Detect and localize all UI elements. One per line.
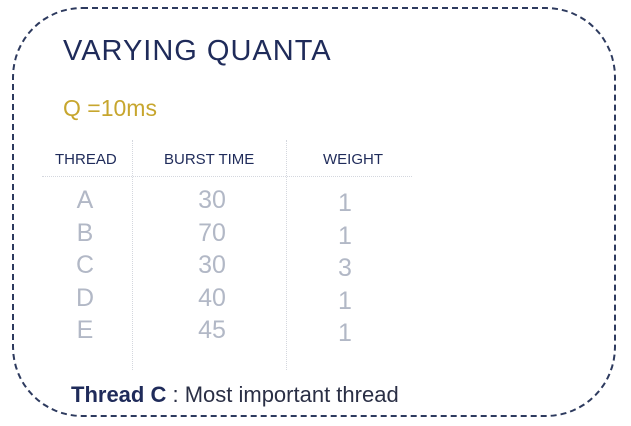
slide-frame [12, 7, 616, 417]
header-burst-time: BURST TIME [164, 151, 255, 168]
table-row: D 40 1 [0, 282, 631, 315]
thread-cell: E [76, 316, 94, 344]
thread-table: A 30 1 B 70 1 C 30 3 D 40 1 E 45 1 [0, 184, 631, 347]
thread-cell: D [75, 283, 95, 312]
footer-note: Thread C : Most important thread [71, 382, 399, 408]
table-row: B 70 1 [0, 217, 631, 250]
burst-time-cell: 70 [198, 218, 226, 247]
thread-cell: C [75, 251, 95, 279]
weight-cell: 1 [338, 221, 352, 250]
column-divider [286, 140, 287, 370]
weight-cell: 1 [338, 319, 352, 347]
quantum-label: Q =10ms [63, 95, 157, 121]
footer-thread-label: Thread C [71, 382, 167, 407]
header-weight: WEIGHT [323, 151, 383, 168]
slide-title: VARYING QUANTA [63, 35, 332, 67]
table-row: A 30 1 [0, 184, 631, 217]
burst-time-cell: 30 [198, 251, 226, 279]
table-row: C 30 3 [0, 249, 631, 282]
weight-cell: 1 [338, 286, 352, 315]
weight-cell: 3 [338, 254, 352, 282]
burst-time-cell: 30 [198, 186, 226, 214]
weight-cell: 1 [338, 189, 352, 217]
column-divider [132, 140, 133, 370]
burst-time-cell: 40 [198, 283, 226, 312]
header-divider [42, 176, 412, 177]
footer-text: : Most important thread [166, 382, 399, 407]
thread-cell: B [76, 218, 94, 247]
table-row: E 45 1 [0, 314, 631, 347]
header-thread: THREAD [55, 151, 117, 168]
thread-cell: A [76, 186, 94, 214]
burst-time-cell: 45 [198, 316, 226, 344]
